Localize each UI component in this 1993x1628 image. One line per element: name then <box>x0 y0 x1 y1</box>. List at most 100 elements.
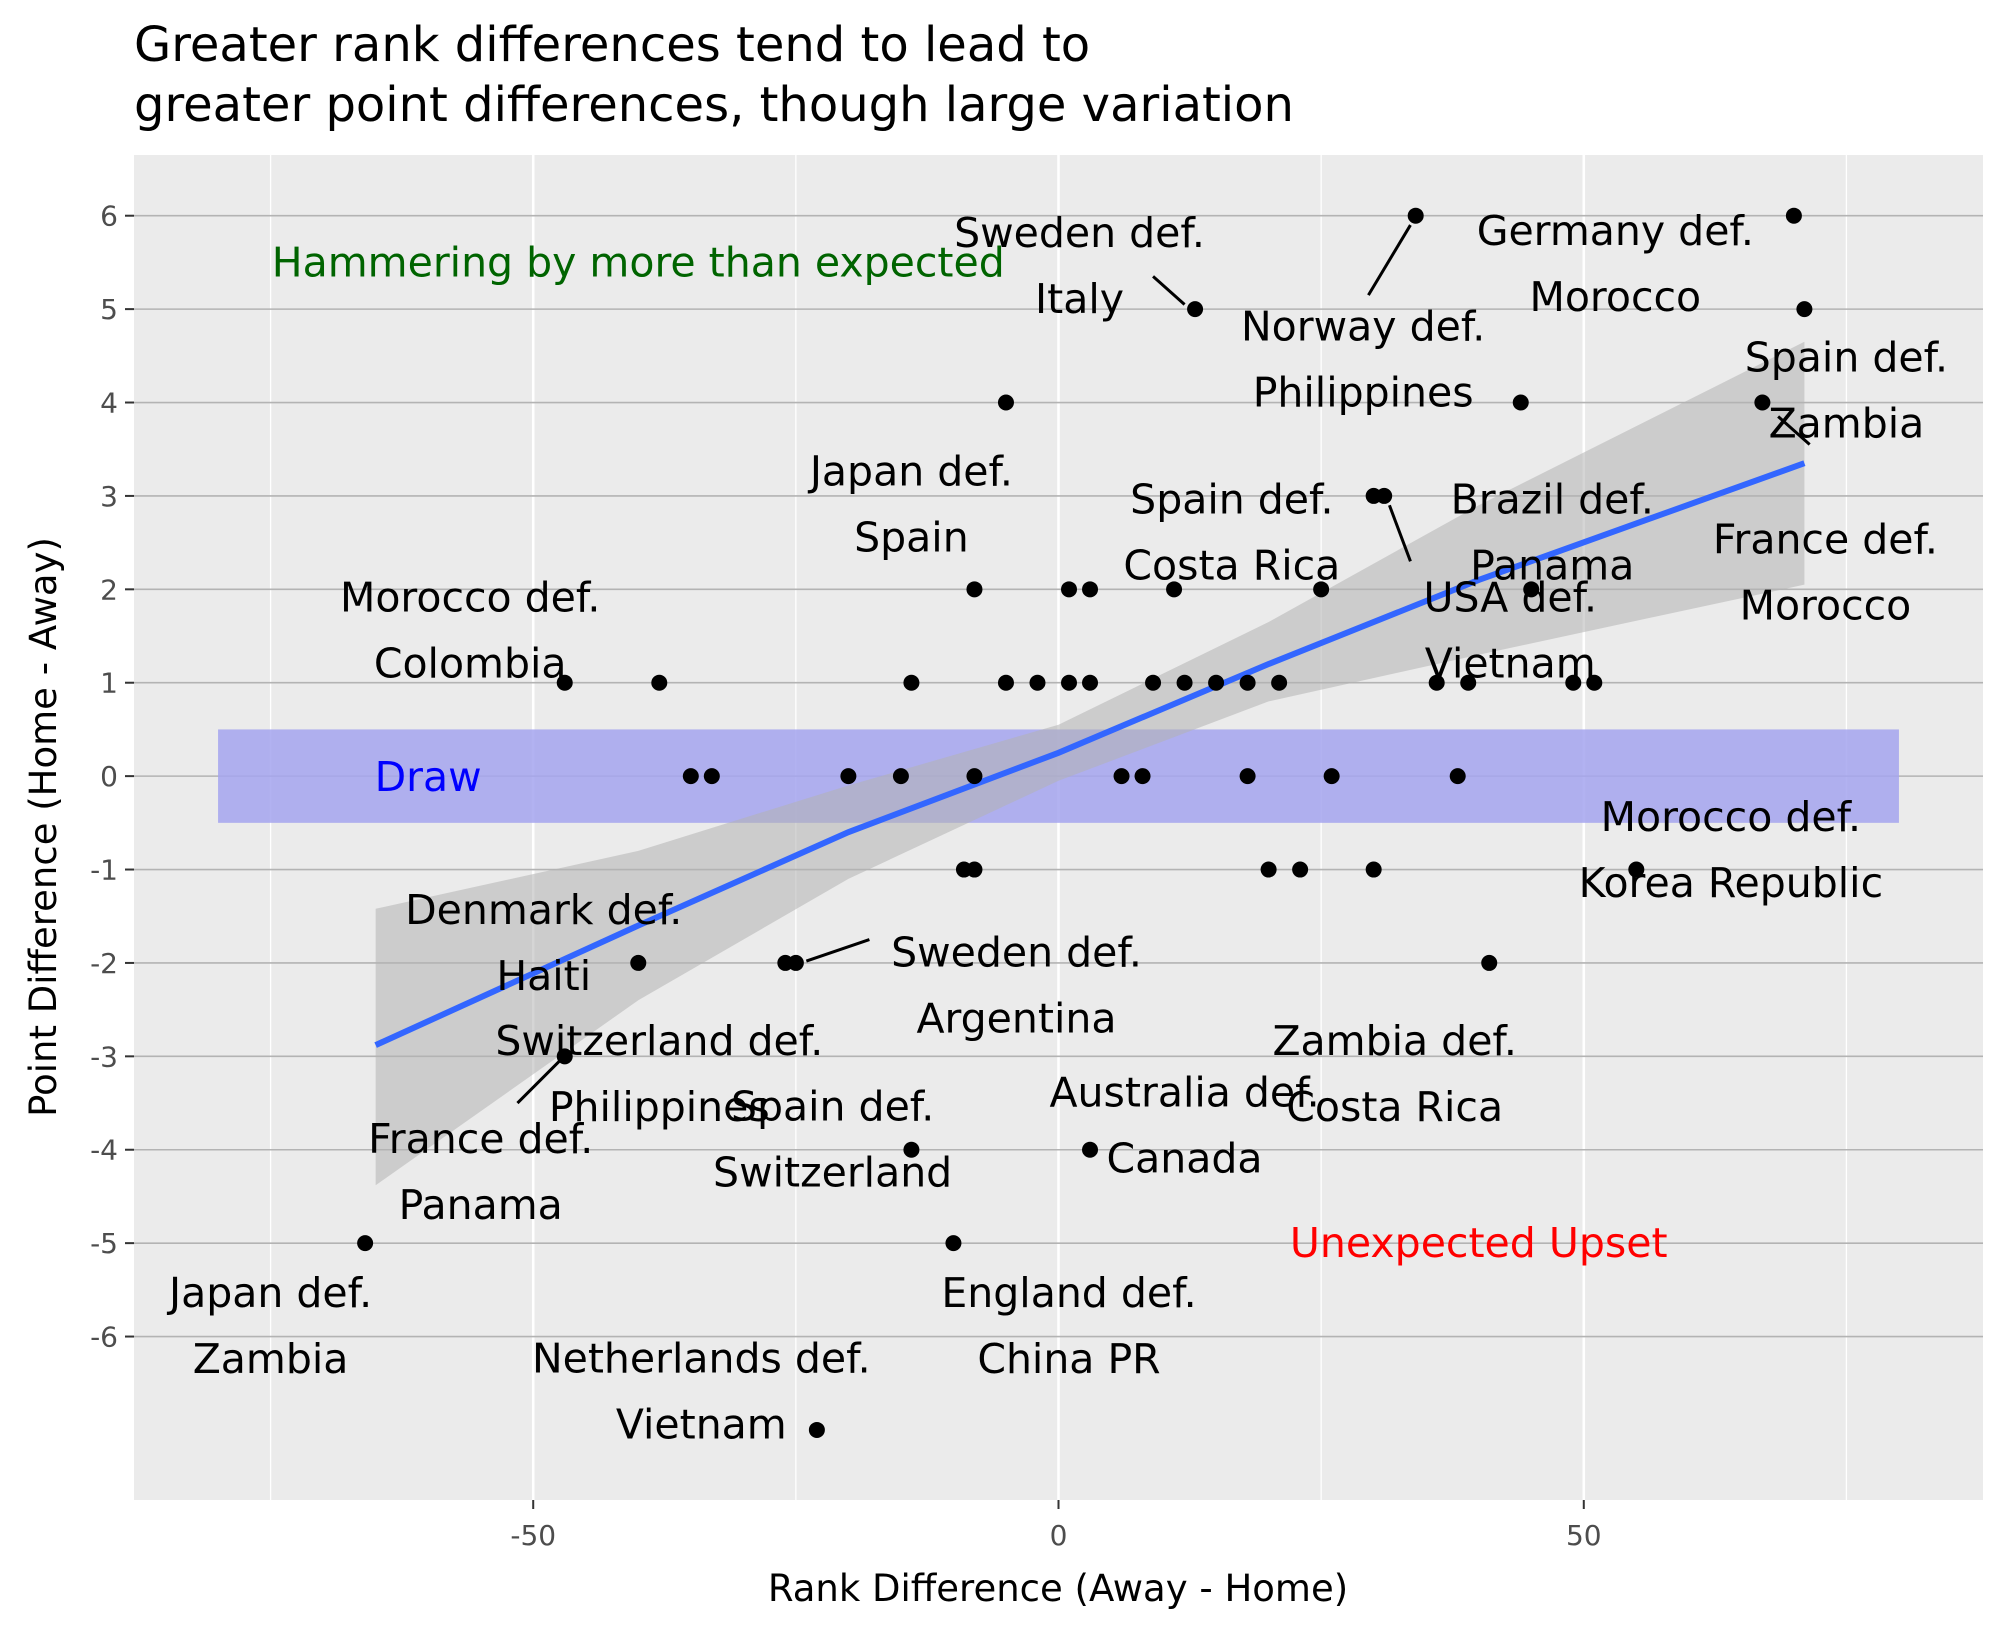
data-point <box>357 1235 374 1252</box>
y-tick-label: -3 <box>90 1040 118 1073</box>
data-point <box>840 768 857 785</box>
data-point <box>903 674 920 691</box>
match-label-line: Spain def. <box>1130 475 1333 523</box>
match-label-line: China PR <box>977 1335 1160 1383</box>
data-point <box>808 1421 825 1438</box>
match-label-line: Switzerland <box>713 1148 952 1196</box>
data-point <box>1407 207 1424 224</box>
match-label-germany-morocco: Germany def. Morocco <box>1477 207 1754 321</box>
data-point <box>1292 861 1309 878</box>
match-label-spain-switzerland: Spain def. Switzerland <box>713 1082 952 1196</box>
data-point <box>1166 581 1183 598</box>
match-label-line: Zambia <box>1769 399 1925 447</box>
match-label-line: Spain <box>854 513 969 561</box>
match-label-line: Australia def. <box>1050 1068 1320 1116</box>
match-label-line: Canada <box>1107 1134 1263 1182</box>
data-point <box>966 768 983 785</box>
data-point <box>1428 674 1445 691</box>
match-label-line: Morocco <box>1529 273 1701 321</box>
data-point <box>682 768 699 785</box>
match-label-line: Panama <box>1470 541 1634 589</box>
match-label-england-china: England def. China PR <box>941 1269 1196 1383</box>
match-label-australia-canada: Australia def. Canada <box>1050 1068 1320 1182</box>
data-point <box>1754 394 1771 411</box>
match-label-netherlands-vietnam: Netherlands def. Vietnam <box>532 1335 871 1449</box>
match-label-line: Haiti <box>496 952 591 1000</box>
confidence-ribbon <box>375 341 1805 1186</box>
data-point <box>1523 581 1540 598</box>
data-point <box>1796 301 1813 318</box>
data-point <box>1239 674 1256 691</box>
match-label-switzerland-philippines: Switzerland def. Philippines <box>495 1017 823 1131</box>
match-label-line: Colombia <box>374 639 567 687</box>
data-point <box>1460 674 1477 691</box>
match-label-line: Panama <box>399 1181 563 1229</box>
leader-line-sweden-italy <box>1152 275 1186 306</box>
match-label-line: Vietnam <box>616 1401 787 1449</box>
data-point <box>556 1048 573 1065</box>
data-point <box>1376 487 1393 504</box>
y-tick-label: 4 <box>100 387 118 420</box>
y-axis-title: Point Difference (Home - Away) <box>22 537 65 1117</box>
data-point <box>1239 768 1256 785</box>
y-tick-label: -6 <box>90 1321 118 1354</box>
data-point <box>966 581 983 598</box>
match-label-line: Sweden def. <box>954 209 1205 257</box>
match-label-line: France def. <box>1713 515 1938 563</box>
region-label-upset: Unexpected Upset <box>1290 1219 1668 1267</box>
chart-title-line-1: Greater rank differences tend to lead to <box>134 17 1090 73</box>
match-label-japan-zambia: Japan def. Zambia <box>166 1269 372 1383</box>
data-point <box>1061 674 1078 691</box>
axis-ticks: -50 0 50 6 5 4 3 2 1 0 -1 -2 -3 -4 -5 -6 <box>90 200 1602 1552</box>
match-label-sweden-argentina: Sweden def. Argentina <box>891 928 1142 1042</box>
match-label-line: Denmark def. <box>405 886 682 934</box>
match-label-spain-zambia: Spain def. Zambia <box>1745 333 1948 447</box>
data-point <box>1565 674 1582 691</box>
x-axis-title: Rank Difference (Away - Home) <box>768 1567 1348 1610</box>
x-tick-label: 50 <box>1566 1519 1602 1552</box>
y-tick-label: -4 <box>90 1134 118 1167</box>
data-point <box>1113 768 1130 785</box>
draw-band-label: Draw <box>375 753 482 801</box>
match-label-line: Germany def. <box>1477 207 1754 255</box>
match-label-line: Spain def. <box>1745 333 1948 381</box>
match-label-line: Morocco <box>1740 581 1912 629</box>
chart-title-line-2: greater point differences, though large … <box>134 77 1294 133</box>
data-point <box>1628 861 1645 878</box>
match-label-line: Norway def. <box>1241 302 1485 350</box>
match-label-line: France def. <box>368 1115 593 1163</box>
leader-line-france-morocco <box>1777 415 1811 446</box>
y-tick-label: 5 <box>100 293 118 326</box>
match-label-line: Japan def. <box>166 1269 372 1317</box>
match-label-line: Japan def. <box>807 447 1013 495</box>
y-tick-label: -1 <box>90 854 118 887</box>
match-label-line: Italy <box>1035 275 1124 323</box>
trend-line <box>374 460 1806 1048</box>
data-point <box>997 674 1014 691</box>
match-label-norway-philippines: Norway def. Philippines <box>1241 302 1485 416</box>
match-label-france-morocco: France def. Morocco <box>1713 515 1938 629</box>
data-point <box>1187 301 1204 318</box>
y-tick-label: 2 <box>100 573 118 606</box>
match-label-line: Philippines <box>1253 368 1474 416</box>
data-point <box>1082 581 1099 598</box>
data-points <box>357 207 1813 1438</box>
y-tick-label: -2 <box>90 947 118 980</box>
data-point <box>1145 674 1162 691</box>
label-leader-lines <box>516 224 1811 1105</box>
match-label-line: Philippines <box>549 1083 770 1131</box>
leader-line-france-panama <box>516 1059 561 1105</box>
match-label-line: Brazil def. <box>1451 475 1654 523</box>
data-point <box>1082 1141 1099 1158</box>
y-tick-label: 6 <box>100 200 118 233</box>
match-label-usa-vietnam: USA def. Vietnam <box>1423 573 1597 687</box>
match-labels: Sweden def. Italy Germany def. Morocco Norwa… <box>166 207 1948 1448</box>
data-point <box>892 768 909 785</box>
match-label-line: Morocco def. <box>1601 793 1861 841</box>
data-point <box>787 954 804 971</box>
data-point <box>945 1235 962 1252</box>
y-tick-label: 3 <box>100 480 118 513</box>
match-label-line: Korea Republic <box>1579 859 1884 907</box>
match-label-line: Costa Rica <box>1123 541 1340 589</box>
